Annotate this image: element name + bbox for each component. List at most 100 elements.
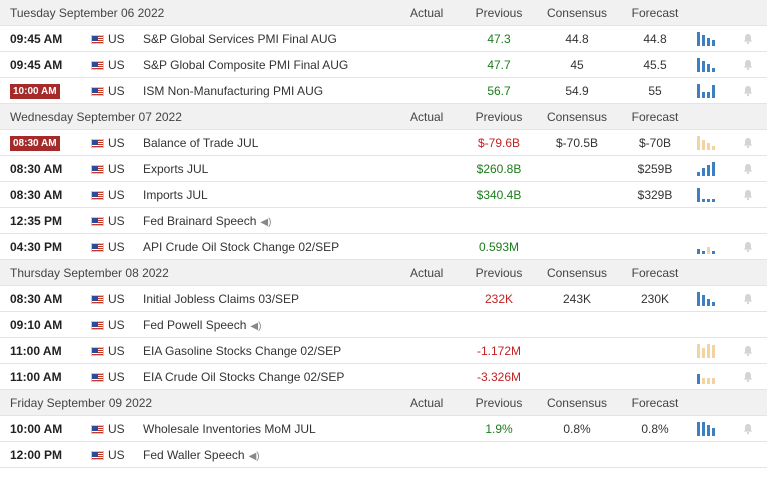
history-chart-icon[interactable] [697, 58, 721, 72]
event-row[interactable]: 11:00 AM US EIA Gasoline Stocks Change 02/… [0, 338, 767, 364]
alert-bell-icon[interactable] [742, 59, 754, 71]
us-flag-icon [91, 451, 104, 460]
event-country: US [108, 448, 125, 462]
event-name-cell[interactable]: Imports JUL [143, 182, 208, 208]
event-name[interactable]: Imports JUL [143, 188, 208, 202]
history-bar [712, 40, 715, 46]
history-bar [697, 136, 700, 150]
us-flag-icon [91, 165, 104, 174]
event-row[interactable]: 10:00 AM US Wholesale Inventories MoM JUL 1… [0, 416, 767, 442]
event-row[interactable]: 10:00 AM US ISM Non-Manufacturing PMI AUG 5… [0, 78, 767, 104]
event-forecast: $259B [637, 162, 673, 176]
alert-bell-icon[interactable] [742, 371, 754, 383]
event-row[interactable]: 09:10 AM US Fed Powell Speech ◀) [0, 312, 767, 338]
alert-bell-icon[interactable] [742, 163, 754, 175]
event-previous: 47.3 [487, 32, 511, 46]
event-name-cell[interactable]: Balance of Trade JUL [143, 130, 258, 156]
event-country: US [108, 422, 125, 436]
event-row[interactable]: 08:30 AM US Exports JUL $260.8B $259B [0, 156, 767, 182]
us-flag-icon [91, 243, 104, 252]
history-chart-icon[interactable] [697, 344, 721, 358]
history-chart-icon[interactable] [697, 162, 721, 176]
history-chart-icon[interactable] [697, 422, 721, 436]
event-row[interactable]: 08:30 AM US Imports JUL $340.4B $329B [0, 182, 767, 208]
event-name-cell[interactable]: Wholesale Inventories MoM JUL [143, 416, 316, 442]
history-bar [707, 143, 710, 150]
history-bar [712, 251, 715, 254]
history-bar [712, 428, 715, 436]
event-row[interactable]: 12:35 PM US Fed Brainard Speech ◀) [0, 208, 767, 234]
event-country: US [108, 58, 125, 72]
event-row[interactable]: 08:30 AM US Initial Jobless Claims 03/SEP 2… [0, 286, 767, 312]
us-flag-icon [91, 35, 104, 44]
event-name-cell[interactable]: Fed Brainard Speech ◀) [143, 208, 271, 236]
history-bar [697, 84, 700, 98]
us-flag-icon [91, 347, 104, 356]
alert-bell-icon[interactable] [742, 241, 754, 253]
event-name[interactable]: Initial Jobless Claims 03/SEP [143, 292, 300, 306]
event-row[interactable]: 08:30 AM US Balance of Trade JUL $-79.6B $-7… [0, 130, 767, 156]
history-chart-icon[interactable] [697, 84, 721, 98]
history-bar [707, 344, 710, 358]
history-bar [707, 38, 710, 46]
event-name[interactable]: ISM Non-Manufacturing PMI AUG [143, 84, 324, 98]
alert-bell-icon[interactable] [742, 423, 754, 435]
event-name[interactable]: EIA Gasoline Stocks Change 02/SEP [143, 344, 342, 358]
event-name-cell[interactable]: EIA Gasoline Stocks Change 02/SEP [143, 338, 341, 364]
alert-bell-icon[interactable] [742, 189, 754, 201]
event-country: US [108, 136, 125, 150]
event-name-cell[interactable]: EIA Crude Oil Stocks Change 02/SEP [143, 364, 344, 390]
alert-bell-icon[interactable] [742, 33, 754, 45]
history-bar [697, 344, 700, 358]
day-date: Wednesday September 07 2022 [10, 110, 182, 124]
history-bar [702, 378, 705, 384]
event-name[interactable]: API Crude Oil Stock Change 02/SEP [143, 240, 340, 254]
event-row[interactable]: 09:45 AM US S&P Global Composite PMI Final… [0, 52, 767, 78]
event-name-cell[interactable]: Fed Waller Speech ◀) [143, 442, 260, 470]
history-chart-icon[interactable] [697, 136, 721, 150]
event-name[interactable]: Exports JUL [143, 162, 209, 176]
event-name[interactable]: Wholesale Inventories MoM JUL [143, 422, 316, 436]
event-name[interactable]: Fed Powell Speech [143, 318, 247, 332]
history-bar [697, 249, 700, 254]
column-header-consensus: Consensus [546, 266, 608, 280]
event-name-cell[interactable]: Fed Powell Speech ◀) [143, 312, 261, 340]
column-header-consensus: Consensus [546, 396, 608, 410]
us-flag-icon [91, 321, 104, 330]
history-chart-icon[interactable] [697, 32, 721, 46]
event-name-cell[interactable]: S&P Global Composite PMI Final AUG [143, 52, 348, 78]
day-header: Tuesday September 06 2022 Actual Previous C… [0, 0, 767, 26]
speaker-icon: ◀) [250, 321, 262, 332]
us-flag-icon [91, 295, 104, 304]
event-name[interactable]: S&P Global Composite PMI Final AUG [143, 58, 349, 72]
history-bar [697, 58, 700, 72]
event-name-cell[interactable]: Initial Jobless Claims 03/SEP [143, 286, 299, 312]
history-chart-icon[interactable] [697, 370, 721, 384]
event-name-cell[interactable]: Exports JUL [143, 156, 208, 182]
event-name[interactable]: Balance of Trade JUL [143, 136, 259, 150]
column-header-actual: Actual [410, 266, 444, 280]
event-time: 04:30 PM [10, 240, 63, 254]
history-chart-icon[interactable] [697, 292, 721, 306]
column-header-actual: Actual [410, 110, 444, 124]
event-name-cell[interactable]: S&P Global Services PMI Final AUG [143, 26, 337, 52]
event-time: 11:00 AM [10, 370, 62, 384]
event-name[interactable]: EIA Crude Oil Stocks Change 02/SEP [143, 370, 345, 384]
event-name[interactable]: Fed Waller Speech [143, 448, 245, 462]
event-row[interactable]: 04:30 PM US API Crude Oil Stock Change 02/… [0, 234, 767, 260]
alert-bell-icon[interactable] [742, 137, 754, 149]
high-impact-time-badge: 10:00 AM [10, 84, 60, 99]
alert-bell-icon[interactable] [742, 293, 754, 305]
event-row[interactable]: 11:00 AM US EIA Crude Oil Stocks Change 02… [0, 364, 767, 390]
event-row[interactable]: 12:00 PM US Fed Waller Speech ◀) [0, 442, 767, 468]
alert-bell-icon[interactable] [742, 345, 754, 357]
event-row[interactable]: 09:45 AM US S&P Global Services PMI Final … [0, 26, 767, 52]
history-bar [707, 378, 710, 384]
event-name-cell[interactable]: API Crude Oil Stock Change 02/SEP [143, 234, 339, 260]
history-chart-icon[interactable] [697, 188, 721, 202]
event-name-cell[interactable]: ISM Non-Manufacturing PMI AUG [143, 78, 323, 104]
event-name[interactable]: Fed Brainard Speech [143, 214, 257, 228]
alert-bell-icon[interactable] [742, 85, 754, 97]
event-name[interactable]: S&P Global Services PMI Final AUG [143, 32, 337, 46]
history-chart-icon[interactable] [697, 240, 721, 254]
